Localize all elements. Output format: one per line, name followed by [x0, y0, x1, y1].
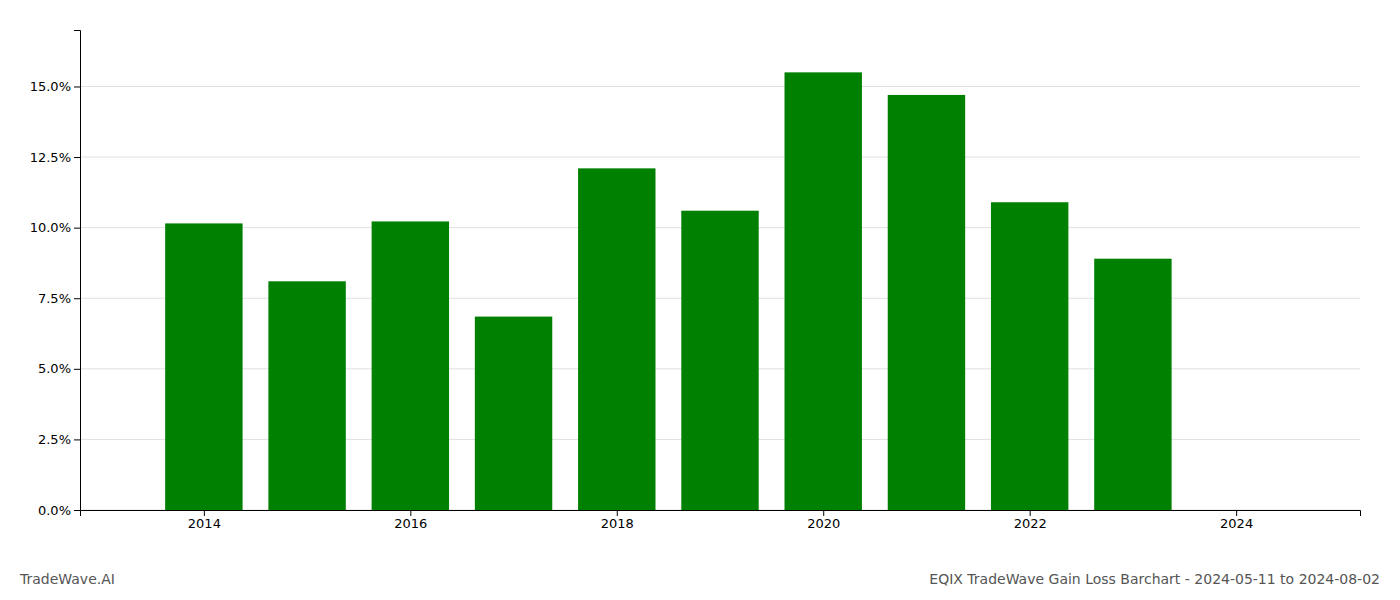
x-axis: 2014 2016 2018 2020 2022 2024: [81, 510, 1361, 531]
y-tick-label: 10.0%: [30, 220, 71, 235]
y-axis: 0.0% 2.5% 5.0% 7.5% 10.0% 12.5% 15.0%: [30, 31, 81, 518]
y-tick: 15.0%: [30, 79, 80, 94]
x-tick-mark: [204, 510, 205, 516]
y-tick-label: 15.0%: [30, 79, 71, 94]
bar: [475, 317, 552, 510]
grid: [80, 86, 1360, 510]
x-tick: 2024: [1220, 510, 1253, 531]
y-tick-label: 12.5%: [30, 150, 71, 165]
bar: [888, 95, 965, 510]
y-tick-mark: [74, 86, 80, 87]
y-tick-mark: [74, 298, 80, 299]
y-tick: 2.5%: [38, 432, 80, 447]
y-axis-line: [74, 31, 81, 511]
y-tick-label: 7.5%: [38, 291, 71, 306]
bar: [681, 211, 758, 510]
y-tick-label: 0.0%: [38, 503, 71, 518]
x-tick-mark: [823, 510, 824, 516]
y-tick-label: 2.5%: [38, 432, 71, 447]
x-tick: 2018: [601, 510, 634, 531]
y-tick-mark: [74, 510, 80, 511]
watermark: TradeWave.AI: [19, 571, 115, 587]
y-tick-mark: [74, 369, 80, 370]
x-tick-mark: [1236, 510, 1237, 516]
y-tick-mark: [74, 228, 80, 229]
y-tick: 12.5%: [30, 150, 80, 165]
grid-line: [80, 157, 1360, 158]
x-tick-label: 2022: [1014, 516, 1047, 531]
bar: [372, 221, 449, 510]
chart: 2014 2016 2018 2020 2022 2024 0.0% 2.5% 5.0% 7.5%…: [0, 0, 1400, 600]
y-tick: 7.5%: [38, 291, 80, 306]
x-tick-label: 2018: [601, 516, 634, 531]
plot: 2014 2016 2018 2020 2022 2024 0.0% 2.5% 5.0% 7.5%…: [30, 31, 1361, 532]
x-tick: 2022: [1014, 510, 1047, 531]
x-axis-line: [81, 511, 1361, 517]
x-tick: 2016: [394, 510, 427, 531]
bar: [268, 281, 345, 510]
bar: [165, 223, 242, 510]
bars: [165, 72, 1171, 510]
y-tick: 10.0%: [30, 220, 80, 235]
y-tick-label: 5.0%: [38, 361, 71, 376]
y-tick: 0.0%: [38, 503, 80, 518]
bar: [991, 202, 1068, 510]
bar: [1094, 259, 1171, 510]
x-tick-label: 2016: [394, 516, 427, 531]
y-tick-mark: [74, 157, 80, 158]
bar: [785, 72, 862, 510]
x-tick: 2020: [807, 510, 840, 531]
x-tick-label: 2014: [188, 516, 221, 531]
x-tick-label: 2020: [807, 516, 840, 531]
title: EQIX TradeWave Gain Loss Barchart - 2024…: [929, 571, 1380, 587]
bar: [578, 168, 655, 510]
x-tick-mark: [1030, 510, 1031, 516]
x-tick-mark: [617, 510, 618, 516]
x-tick-label: 2024: [1220, 516, 1253, 531]
x-tick: 2014: [188, 510, 221, 531]
y-tick-mark: [74, 439, 80, 440]
grid-line: [80, 86, 1360, 87]
y-tick: 5.0%: [38, 361, 80, 376]
x-tick-mark: [410, 510, 411, 516]
